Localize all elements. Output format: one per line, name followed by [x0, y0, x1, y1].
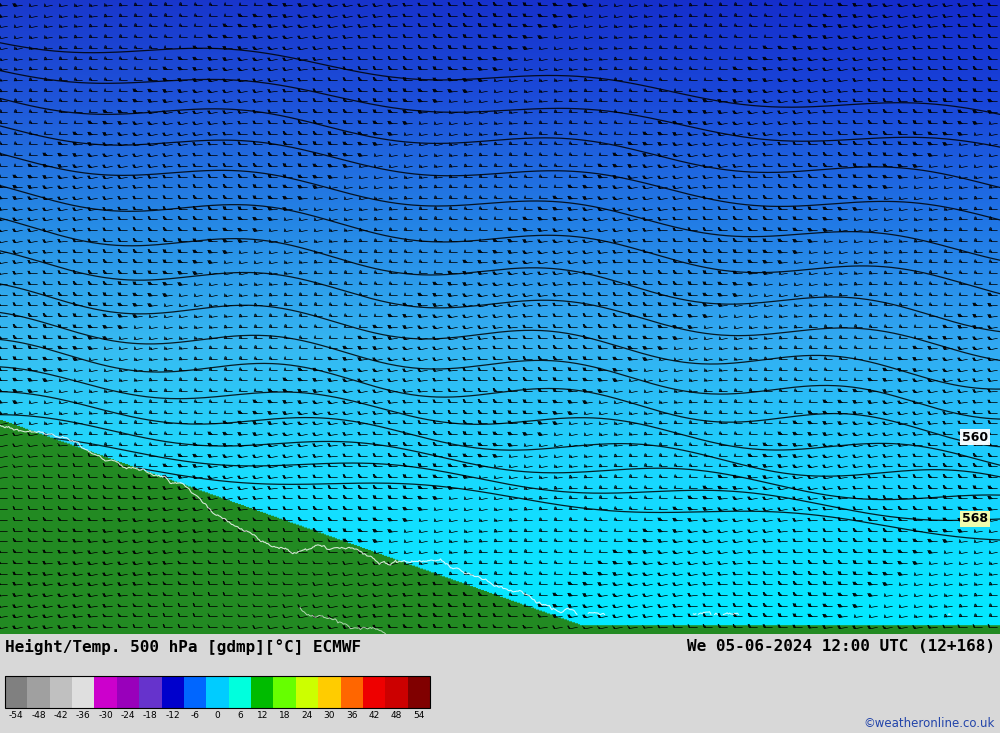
Text: 24: 24 [301, 711, 313, 721]
Bar [72, 676, 94, 708]
Text: 560: 560 [962, 430, 988, 443]
Text: -48: -48 [31, 711, 46, 721]
Bar [94, 676, 117, 708]
Text: 18: 18 [279, 711, 290, 721]
Text: -42: -42 [54, 711, 68, 721]
Bar [5, 676, 430, 708]
Bar [273, 676, 296, 708]
Bar [318, 676, 341, 708]
Text: 568: 568 [962, 512, 988, 526]
Bar [251, 676, 273, 708]
Text: 36: 36 [346, 711, 357, 721]
Text: ©weatheronline.co.uk: ©weatheronline.co.uk [864, 717, 995, 730]
Bar [50, 676, 72, 708]
Text: -36: -36 [76, 711, 91, 721]
Bar [363, 676, 385, 708]
Bar [117, 676, 139, 708]
Text: 42: 42 [368, 711, 380, 721]
Text: 12: 12 [257, 711, 268, 721]
Text: -6: -6 [191, 711, 200, 721]
Text: 30: 30 [324, 711, 335, 721]
Bar [27, 676, 50, 708]
Bar [385, 676, 408, 708]
Bar [229, 676, 251, 708]
Bar [162, 676, 184, 708]
Bar [184, 676, 206, 708]
Text: 6: 6 [237, 711, 243, 721]
Bar [5, 676, 27, 708]
Text: -30: -30 [98, 711, 113, 721]
Bar [139, 676, 162, 708]
Text: 54: 54 [413, 711, 425, 721]
Text: We 05-06-2024 12:00 UTC (12+168): We 05-06-2024 12:00 UTC (12+168) [687, 639, 995, 654]
Text: -54: -54 [9, 711, 23, 721]
Bar [296, 676, 318, 708]
Bar [408, 676, 430, 708]
Bar [341, 676, 363, 708]
Text: 48: 48 [391, 711, 402, 721]
Text: -18: -18 [143, 711, 158, 721]
Text: 0: 0 [215, 711, 220, 721]
Text: Height/Temp. 500 hPa [gdmp][°C] ECMWF: Height/Temp. 500 hPa [gdmp][°C] ECMWF [5, 639, 361, 655]
Bar [206, 676, 229, 708]
Text: -24: -24 [121, 711, 135, 721]
Text: -12: -12 [165, 711, 180, 721]
